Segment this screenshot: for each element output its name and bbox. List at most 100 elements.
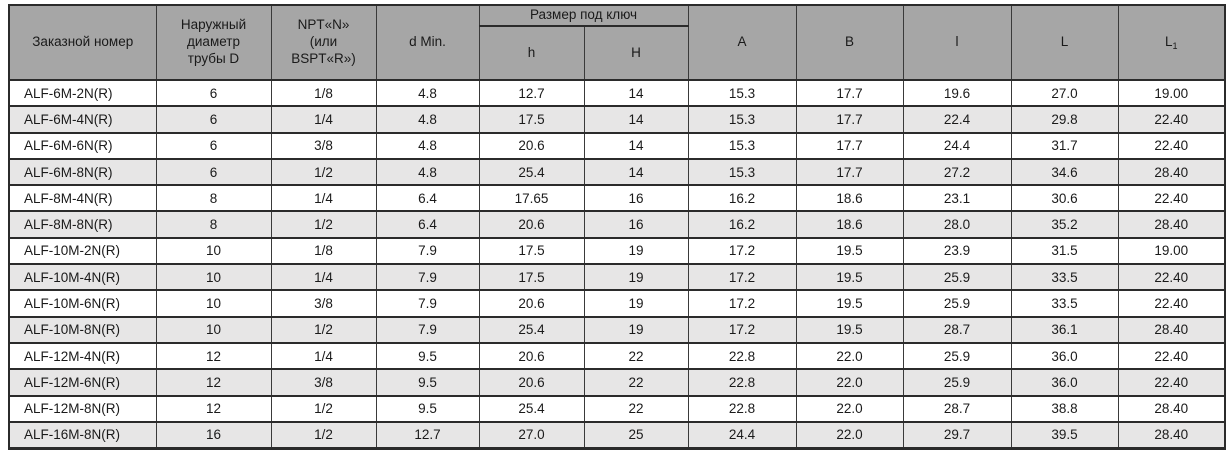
table-cell: 20.6 [478, 341, 585, 371]
table-cell: 9.5 [375, 394, 480, 423]
table-row: ALF-16M-8N(R) 16 1/2 12.7 27.0 25 24.4 22.0 29.7… [8, 420, 1226, 450]
table-row: ALF-10M-8N(R) 10 1/2 7.9 25.4 19 17.2 19.5 28.7 3… [8, 315, 1226, 344]
col-header-l-uppercase: L [1010, 4, 1119, 81]
col-header-d-min: d Min. [375, 4, 480, 81]
table-cell: 28.40 [1117, 394, 1226, 423]
table-cell: 22.40 [1117, 105, 1226, 134]
cell-order-number: ALF-6M-6N(R) [8, 131, 157, 160]
table-cell: 18.6 [795, 210, 904, 239]
table-row: ALF-8M-4N(R) 8 1/4 6.4 17.65 16 16.2 18.6 23.1 30… [8, 184, 1226, 213]
table-cell: 17.5 [478, 105, 585, 134]
col-header-order-number: Заказной номер [8, 4, 157, 81]
table-cell: 20.6 [478, 289, 585, 318]
table-cell: 9.5 [375, 341, 480, 371]
table-cell: 22.40 [1117, 368, 1226, 397]
table-cell: 28.7 [902, 315, 1012, 344]
table-cell: 19 [583, 289, 689, 318]
col-header-b: B [795, 4, 904, 81]
table-cell: 12.7 [375, 420, 480, 450]
table-cell: 6.4 [375, 210, 480, 239]
table-cell: 10 [155, 236, 272, 266]
table-cell: 24.4 [687, 420, 797, 450]
table-cell: 17.2 [687, 315, 797, 344]
table-cell: 36.0 [1010, 368, 1119, 397]
table-cell: 38.8 [1010, 394, 1119, 423]
table-cell: 17.5 [478, 236, 585, 266]
table-cell: 29.7 [902, 420, 1012, 450]
table-cell: 19 [583, 315, 689, 344]
table-cell: 1/4 [270, 184, 377, 213]
table-cell: 7.9 [375, 315, 480, 344]
table-cell: 15.3 [687, 105, 797, 134]
cell-order-number: ALF-16M-8N(R) [8, 420, 157, 450]
table-cell: 8 [155, 210, 272, 239]
table-row: ALF-10M-4N(R) 10 1/4 7.9 17.5 19 17.2 19.5 25.9 3… [8, 263, 1226, 292]
table-cell: 17.2 [687, 236, 797, 266]
header-row-top: Заказной номер Наружный диаметр трубы D … [8, 4, 1226, 81]
table-cell: 17.65 [478, 184, 585, 213]
table-cell: 18.6 [795, 184, 904, 213]
cell-order-number: ALF-6M-8N(R) [8, 157, 157, 187]
cell-order-number: ALF-6M-2N(R) [8, 78, 157, 108]
table-cell: 4.8 [375, 105, 480, 134]
table-cell: 7.9 [375, 289, 480, 318]
table-cell: 22.40 [1117, 289, 1226, 318]
table-row: ALF-10M-2N(R) 10 1/8 7.9 17.5 19 17.2 19.5 23.9 3… [8, 236, 1226, 266]
table-cell: 1/2 [270, 210, 377, 239]
table-cell: 12 [155, 394, 272, 423]
table-cell: 23.1 [902, 184, 1012, 213]
table-cell: 3/8 [270, 368, 377, 397]
table-cell: 14 [583, 131, 689, 160]
table-cell: 22 [583, 368, 689, 397]
table-cell: 28.7 [902, 394, 1012, 423]
table-cell: 16 [155, 420, 272, 450]
table-row: ALF-6M-6N(R) 6 3/8 4.8 20.6 14 15.3 17.7 24.4 31.… [8, 131, 1226, 160]
cell-order-number: ALF-10M-6N(R) [8, 289, 157, 318]
table-cell: 22 [583, 341, 689, 371]
table-cell: 22.40 [1117, 263, 1226, 292]
table-cell: 20.6 [478, 368, 585, 397]
table-cell: 12.7 [478, 78, 585, 108]
table-cell: 6 [155, 105, 272, 134]
l1-base: L [1165, 34, 1173, 50]
table-cell: 25.4 [478, 157, 585, 187]
table-cell: 19 [583, 236, 689, 266]
table-cell: 15.3 [687, 131, 797, 160]
table-cell: 14 [583, 78, 689, 108]
table-row: ALF-12M-4N(R) 12 1/4 9.5 20.6 22 22.8 22.0 25.9 3… [8, 341, 1226, 371]
col-header-l-lowercase: l [902, 4, 1012, 81]
col-header-wrench-size-group: Размер под ключ [478, 4, 689, 27]
table-cell: 29.8 [1010, 105, 1119, 134]
table-cell: 17.7 [795, 131, 904, 160]
table-cell: 15.3 [687, 78, 797, 108]
table-cell: 27.2 [902, 157, 1012, 187]
table-cell: 36.1 [1010, 315, 1119, 344]
table-cell: 17.2 [687, 263, 797, 292]
table-cell: 28.40 [1117, 157, 1226, 187]
table-cell: 33.5 [1010, 263, 1119, 292]
table-cell: 1/2 [270, 420, 377, 450]
table-cell: 19.5 [795, 236, 904, 266]
table-cell: 20.6 [478, 210, 585, 239]
table-cell: 22.0 [795, 341, 904, 371]
table-cell: 4.8 [375, 157, 480, 187]
table-cell: 15.3 [687, 157, 797, 187]
table-cell: 1/2 [270, 315, 377, 344]
table-cell: 16.2 [687, 184, 797, 213]
table-cell: 19.5 [795, 315, 904, 344]
table-cell: 34.6 [1010, 157, 1119, 187]
table-cell: 39.5 [1010, 420, 1119, 450]
cell-order-number: ALF-10M-2N(R) [8, 236, 157, 266]
table-header: Заказной номер Наружный диаметр трубы D … [8, 4, 1226, 81]
table-cell: 25.9 [902, 341, 1012, 371]
table-cell: 1/2 [270, 157, 377, 187]
col-header-thread-npt-bspt: NPT«N» (или BSPT«R») [270, 4, 377, 81]
cell-order-number: ALF-8M-4N(R) [8, 184, 157, 213]
table-cell: 25.9 [902, 263, 1012, 292]
table-cell: 28.40 [1117, 420, 1226, 450]
table-cell: 22.40 [1117, 341, 1226, 371]
table-row: ALF-6M-8N(R) 6 1/2 4.8 25.4 14 15.3 17.7 27.2 34.… [8, 157, 1226, 187]
table-cell: 6.4 [375, 184, 480, 213]
table-cell: 30.6 [1010, 184, 1119, 213]
